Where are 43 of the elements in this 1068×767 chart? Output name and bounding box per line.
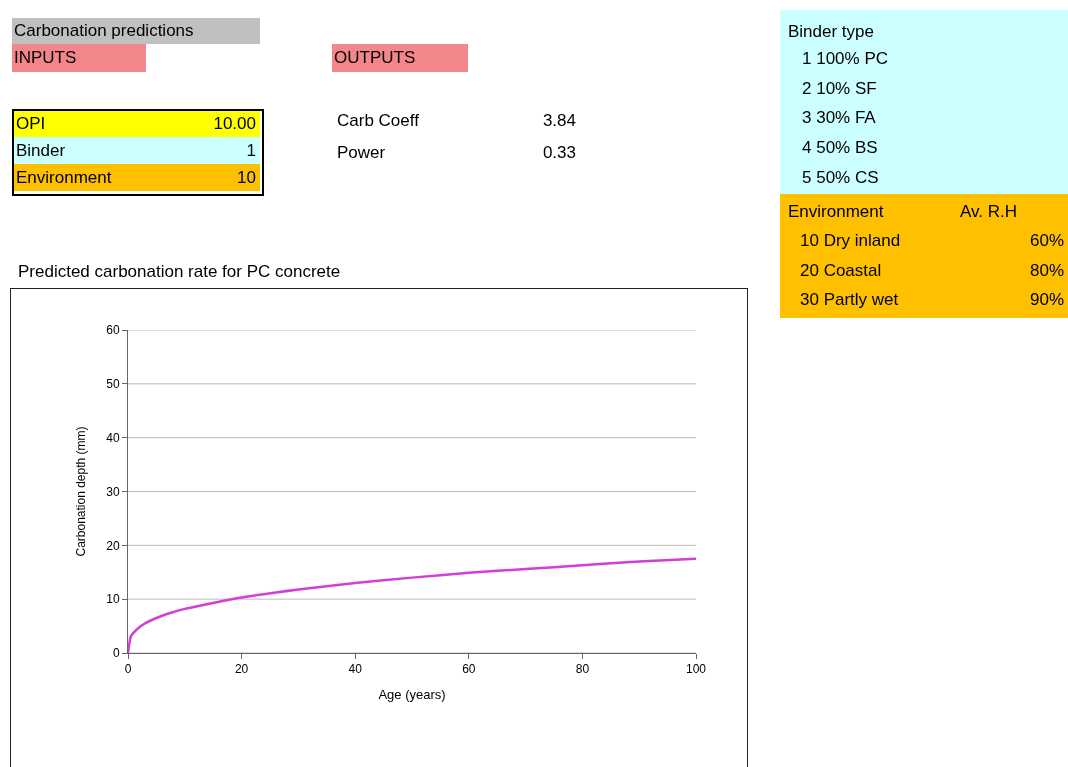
text: Carb Coeff	[336, 110, 420, 132]
y-tick-label: 40	[106, 430, 120, 445]
text: 10	[237, 168, 256, 187]
x-tick-label: 40	[348, 662, 363, 677]
text: 10 Dry inland	[799, 230, 902, 252]
text: 1	[246, 141, 256, 160]
text: 90%	[1028, 289, 1065, 311]
text: INPUTS	[12, 44, 146, 72]
x-tick-label: 100	[685, 662, 707, 677]
text: 10.00	[213, 114, 256, 133]
text: 20 Coastal	[799, 260, 883, 282]
text: Av. R.H	[959, 201, 1018, 223]
text: Environment	[787, 201, 885, 223]
text: Carbonation predictions	[12, 18, 260, 44]
x-tick-label: 20	[234, 662, 249, 677]
x-tick-label: 60	[462, 662, 476, 677]
text: 0.33	[541, 142, 577, 164]
y-tick-label: 50	[106, 377, 120, 392]
text: 80%	[1028, 260, 1065, 282]
text: 2 10% SF	[801, 78, 878, 100]
text: 30 Partly wet	[799, 289, 900, 311]
y-tick-label: 20	[106, 538, 120, 553]
y-tick-label: 60	[106, 323, 120, 338]
text: 5 50% CS	[801, 167, 880, 189]
y-tick-label: 10	[106, 592, 120, 607]
text: 3 30% FA	[801, 107, 877, 129]
text: 4 50% BS	[801, 137, 879, 159]
text: 60%	[1028, 230, 1065, 252]
y-tick-label: 30	[106, 484, 120, 499]
text: 1 100% PC	[801, 48, 889, 70]
chart-title: Predicted carbonation rate for PC concrete	[18, 262, 341, 282]
text: Environment	[16, 168, 112, 187]
text: Binder type	[787, 21, 875, 43]
text: Power	[336, 142, 387, 164]
x-axis-title: Age (years)	[378, 687, 446, 702]
text: Binder	[16, 141, 66, 160]
text: 3.84	[541, 110, 577, 132]
y-axis-title: Carbonation depth (mm)	[73, 426, 88, 557]
x-tick-label: 80	[575, 662, 590, 677]
text: OPI	[16, 114, 46, 133]
y-tick-label: 0	[112, 646, 120, 661]
x-tick-label: 0	[124, 662, 132, 677]
text: OUTPUTS	[332, 44, 468, 72]
